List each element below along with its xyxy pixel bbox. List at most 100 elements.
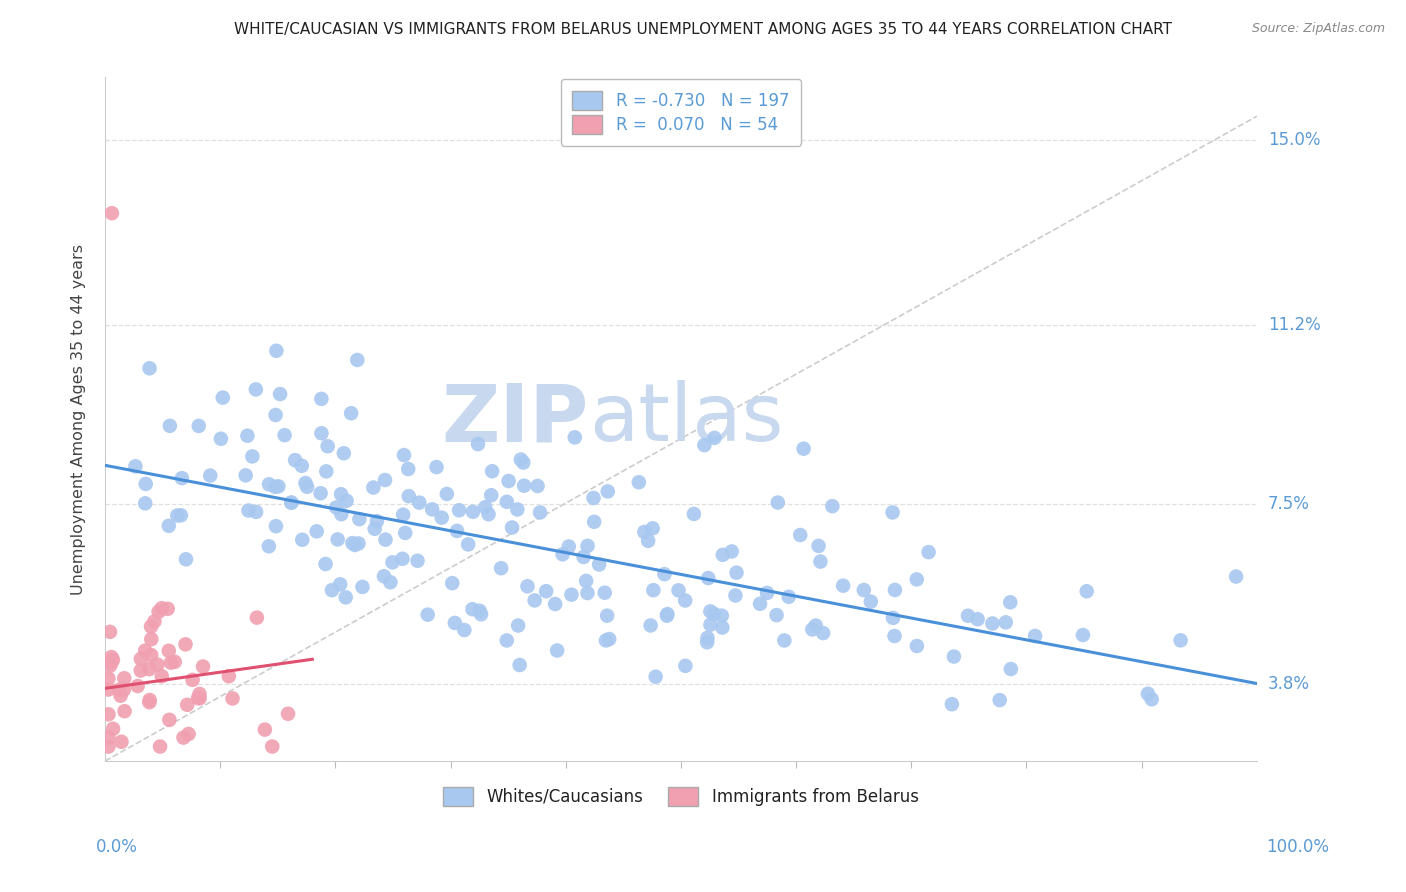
Point xyxy=(703,431,725,445)
Point xyxy=(641,521,664,535)
Point xyxy=(595,633,617,648)
Point xyxy=(218,669,240,683)
Point xyxy=(277,706,299,721)
Point xyxy=(253,723,276,737)
Point xyxy=(644,670,666,684)
Point xyxy=(966,612,988,626)
Point xyxy=(461,602,484,616)
Point xyxy=(315,557,337,571)
Point xyxy=(238,503,260,517)
Point xyxy=(156,602,179,616)
Text: ZIP: ZIP xyxy=(441,380,589,458)
Point xyxy=(711,548,734,562)
Point xyxy=(673,593,696,607)
Point xyxy=(188,687,211,701)
Point xyxy=(512,456,534,470)
Text: atlas: atlas xyxy=(589,380,783,458)
Point xyxy=(391,551,413,566)
Point xyxy=(150,601,173,615)
Point xyxy=(489,561,512,575)
Point xyxy=(523,593,546,607)
Point xyxy=(596,608,619,623)
Point xyxy=(560,588,582,602)
Point xyxy=(280,495,302,509)
Point xyxy=(596,484,619,499)
Point xyxy=(710,608,733,623)
Point xyxy=(264,408,287,422)
Point xyxy=(330,507,353,521)
Point xyxy=(148,605,170,619)
Point xyxy=(453,623,475,637)
Point xyxy=(481,464,503,478)
Point xyxy=(506,502,529,516)
Point xyxy=(905,639,928,653)
Point xyxy=(280,496,302,510)
Point xyxy=(392,448,415,462)
Point xyxy=(1136,687,1159,701)
Point xyxy=(138,693,160,707)
Point xyxy=(305,524,328,539)
Point xyxy=(181,673,204,687)
Point xyxy=(352,580,374,594)
Point xyxy=(956,608,979,623)
Point xyxy=(508,618,530,632)
Point xyxy=(146,657,169,672)
Point xyxy=(374,533,396,547)
Point xyxy=(696,635,718,649)
Point xyxy=(449,503,471,517)
Point xyxy=(97,707,120,722)
Point xyxy=(793,442,815,456)
Point xyxy=(176,698,198,712)
Point xyxy=(1000,595,1022,609)
Point xyxy=(138,695,160,709)
Point xyxy=(398,489,420,503)
Point xyxy=(267,479,290,493)
Point xyxy=(363,481,385,495)
Point xyxy=(112,671,135,685)
Point xyxy=(416,607,439,622)
Text: 11.2%: 11.2% xyxy=(1268,316,1320,334)
Point xyxy=(1225,569,1247,583)
Point xyxy=(633,524,655,539)
Point xyxy=(134,643,156,657)
Point xyxy=(394,525,416,540)
Point xyxy=(366,514,388,528)
Point xyxy=(139,648,162,662)
Point xyxy=(321,583,343,598)
Point xyxy=(832,579,855,593)
Point xyxy=(526,479,548,493)
Point xyxy=(235,468,257,483)
Point xyxy=(467,437,489,451)
Point xyxy=(209,432,232,446)
Point xyxy=(444,615,467,630)
Point xyxy=(221,691,243,706)
Point xyxy=(425,460,447,475)
Point xyxy=(859,594,882,608)
Point xyxy=(534,584,557,599)
Point xyxy=(655,608,678,623)
Point xyxy=(138,662,160,676)
Point xyxy=(374,473,396,487)
Point xyxy=(699,617,721,632)
Point xyxy=(330,487,353,501)
Point xyxy=(724,589,747,603)
Point xyxy=(150,669,173,683)
Point xyxy=(1076,584,1098,599)
Point xyxy=(994,615,1017,630)
Point xyxy=(1024,629,1046,643)
Point xyxy=(342,536,364,550)
Point xyxy=(236,428,259,442)
Point xyxy=(97,731,120,745)
Point xyxy=(100,656,122,670)
Point xyxy=(134,496,156,510)
Point xyxy=(470,607,492,622)
Point xyxy=(262,739,284,754)
Point xyxy=(257,539,280,553)
Point xyxy=(98,658,121,673)
Point xyxy=(529,506,551,520)
Text: 7.5%: 7.5% xyxy=(1268,495,1310,513)
Point xyxy=(316,439,339,453)
Point xyxy=(801,623,824,637)
Point xyxy=(347,536,370,550)
Point xyxy=(582,491,605,505)
